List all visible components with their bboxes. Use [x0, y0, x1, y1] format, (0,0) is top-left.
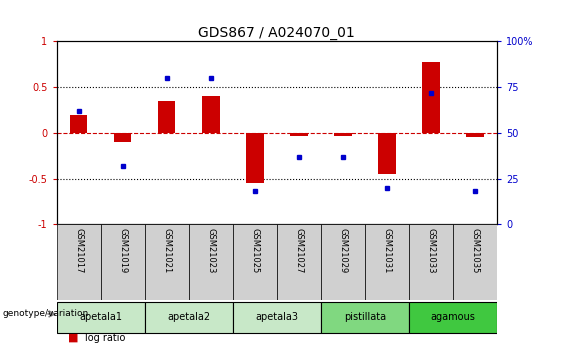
- Bar: [69, 115, 88, 133]
- Text: apetala3: apetala3: [255, 313, 298, 322]
- Bar: [365, 224, 409, 300]
- Text: GSM21033: GSM21033: [427, 228, 436, 274]
- Bar: [290, 133, 308, 136]
- Text: GSM21023: GSM21023: [206, 228, 215, 274]
- Bar: [202, 96, 220, 133]
- Bar: [334, 133, 352, 136]
- Bar: [145, 302, 233, 333]
- Bar: [114, 133, 132, 142]
- Title: GDS867 / A024070_01: GDS867 / A024070_01: [198, 26, 355, 40]
- Bar: [466, 133, 484, 137]
- Text: GSM21035: GSM21035: [471, 228, 480, 274]
- Text: GSM21021: GSM21021: [162, 228, 171, 273]
- Bar: [277, 224, 321, 300]
- Bar: [409, 302, 497, 333]
- Text: GSM21025: GSM21025: [250, 228, 259, 273]
- Text: log ratio: log ratio: [85, 333, 125, 343]
- Bar: [246, 133, 264, 183]
- Text: agamous: agamous: [431, 313, 476, 322]
- Text: ■: ■: [68, 333, 79, 343]
- Bar: [56, 224, 101, 300]
- Bar: [145, 224, 189, 300]
- Text: GSM21019: GSM21019: [118, 228, 127, 273]
- Text: apetala1: apetala1: [79, 313, 122, 322]
- Text: apetala2: apetala2: [167, 313, 210, 322]
- Bar: [158, 101, 176, 133]
- Bar: [409, 224, 453, 300]
- Bar: [321, 224, 365, 300]
- Bar: [321, 302, 409, 333]
- Bar: [378, 133, 396, 174]
- Text: genotype/variation: genotype/variation: [3, 309, 89, 318]
- Bar: [233, 302, 321, 333]
- Bar: [453, 224, 497, 300]
- Bar: [189, 224, 233, 300]
- Bar: [233, 224, 277, 300]
- Bar: [101, 224, 145, 300]
- Text: pistillata: pistillata: [344, 313, 386, 322]
- Bar: [422, 62, 440, 133]
- Bar: [56, 302, 145, 333]
- Text: GSM21029: GSM21029: [338, 228, 347, 273]
- Text: GSM21017: GSM21017: [74, 228, 83, 274]
- Text: GSM21031: GSM21031: [383, 228, 392, 274]
- Text: GSM21027: GSM21027: [294, 228, 303, 274]
